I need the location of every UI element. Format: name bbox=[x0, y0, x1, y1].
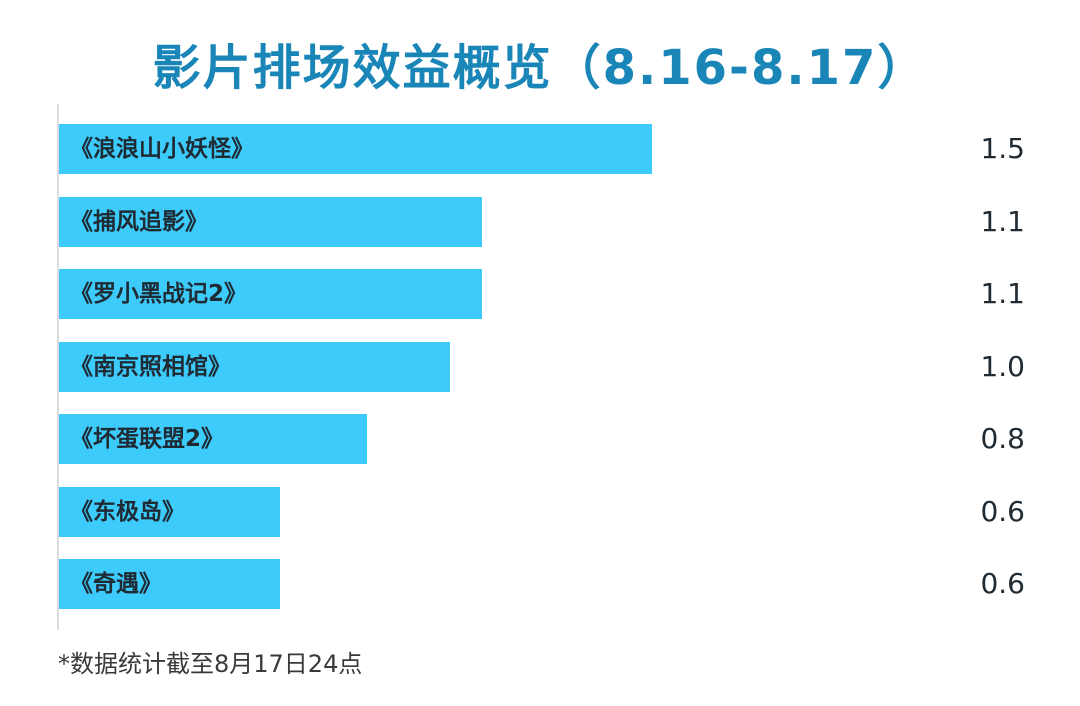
bar-4 bbox=[59, 414, 367, 464]
bar-label-5: 《东极岛》 bbox=[70, 499, 185, 525]
y-axis-line bbox=[57, 104, 59, 630]
bar-value-label-3: 1.0 bbox=[980, 350, 1025, 383]
bar-5 bbox=[59, 487, 280, 537]
bar-value-label-1: 1.1 bbox=[980, 205, 1025, 238]
bar-3 bbox=[59, 342, 450, 392]
footnote: *数据统计截至8月17日24点 bbox=[58, 650, 363, 678]
bar-label-6: 《奇遇》 bbox=[70, 571, 162, 597]
bar-value-label-6: 0.6 bbox=[980, 567, 1025, 600]
bar-label-2: 《罗小黑战记2》 bbox=[70, 281, 248, 307]
bar-1 bbox=[59, 197, 482, 247]
bar-label-4: 《坏蛋联盟2》 bbox=[70, 426, 225, 452]
bar-value-label-4: 0.8 bbox=[980, 422, 1025, 455]
chart-title: 影片排场效益概览（8.16-8.17） bbox=[152, 40, 928, 96]
bar-label-0: 《浪浪山小妖怪》 bbox=[70, 136, 254, 162]
bar-label-3: 《南京照相馆》 bbox=[70, 354, 231, 380]
bar-2 bbox=[59, 269, 482, 319]
bar-label-1: 《捕风追影》 bbox=[70, 209, 208, 235]
bar-value-label-2: 1.1 bbox=[980, 277, 1025, 310]
bar-0 bbox=[59, 124, 652, 174]
bar-value-label-5: 0.6 bbox=[980, 495, 1025, 528]
bar-value-label-0: 1.5 bbox=[980, 132, 1025, 165]
bar-6 bbox=[59, 559, 280, 609]
